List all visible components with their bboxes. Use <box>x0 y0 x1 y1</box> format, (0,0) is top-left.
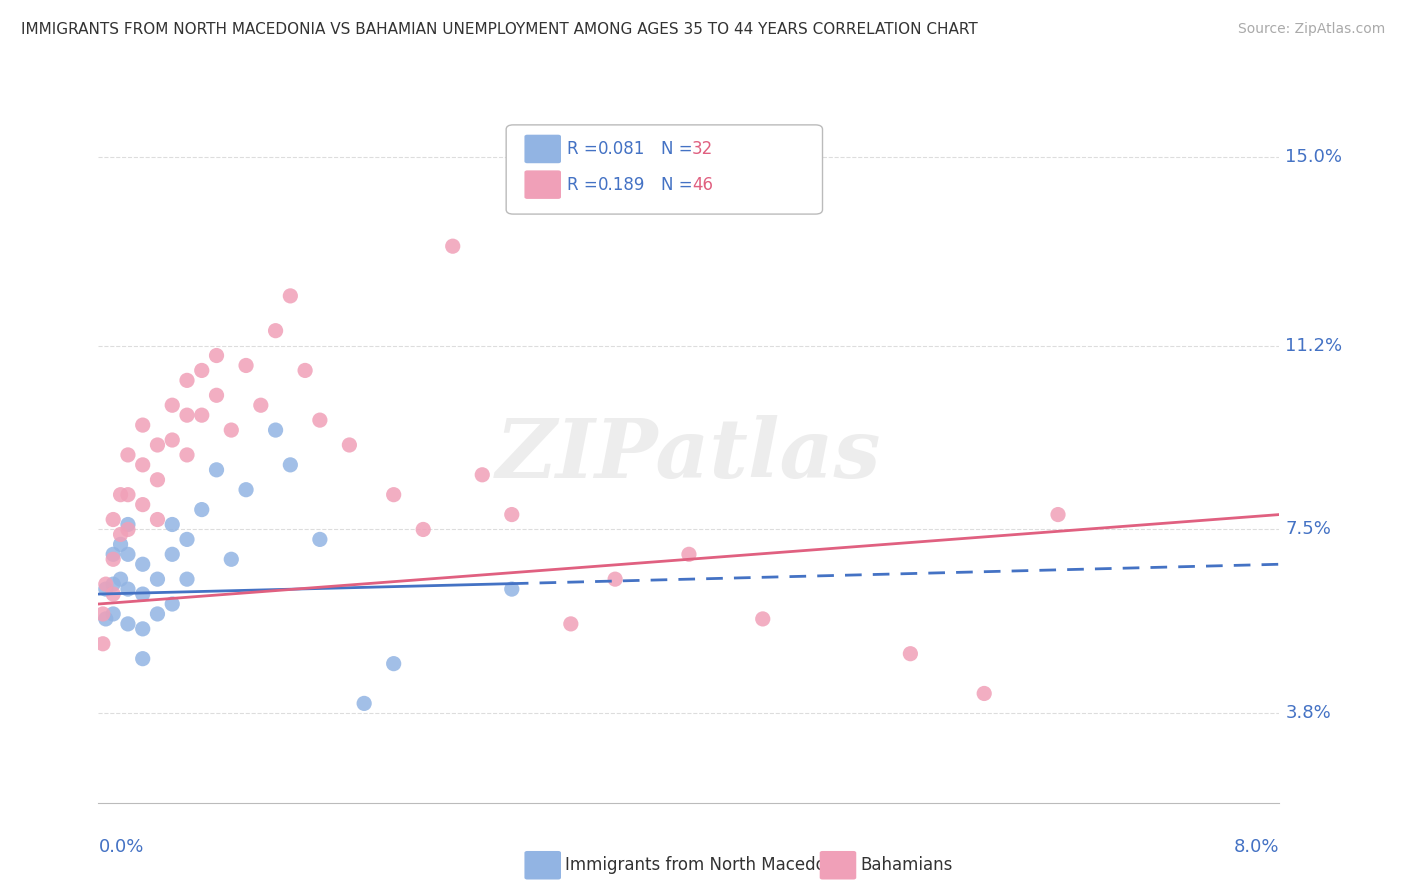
Point <box>309 533 332 547</box>
Point <box>176 448 198 462</box>
Point <box>264 324 287 338</box>
Point <box>191 408 214 422</box>
Point <box>162 597 183 611</box>
Text: 32: 32 <box>692 140 713 158</box>
Point <box>752 612 775 626</box>
Point <box>132 587 155 601</box>
Point <box>1046 508 1070 522</box>
Point <box>110 488 132 502</box>
Point <box>132 458 155 472</box>
Point <box>205 463 228 477</box>
Point <box>117 488 139 502</box>
Point <box>110 572 132 586</box>
Point <box>146 607 169 621</box>
Point <box>110 537 132 551</box>
Point <box>176 408 198 422</box>
Text: ZIPatlas: ZIPatlas <box>496 415 882 495</box>
Text: N =: N = <box>661 140 697 158</box>
Point <box>132 651 155 665</box>
Point <box>205 388 228 402</box>
Text: 0.081: 0.081 <box>598 140 645 158</box>
Text: 46: 46 <box>692 176 713 194</box>
Point <box>191 502 214 516</box>
Point <box>309 413 332 427</box>
Point <box>117 448 139 462</box>
Point <box>103 547 125 561</box>
Point <box>94 612 117 626</box>
Point <box>132 418 155 433</box>
Point <box>221 423 243 437</box>
Point <box>117 523 139 537</box>
Text: 7.5%: 7.5% <box>1285 520 1331 539</box>
Text: 0.189: 0.189 <box>598 176 645 194</box>
Point <box>235 359 257 373</box>
Text: Immigrants from North Macedonia: Immigrants from North Macedonia <box>565 856 851 874</box>
Text: 3.8%: 3.8% <box>1285 705 1331 723</box>
Text: R =: R = <box>567 140 603 158</box>
Point <box>176 533 198 547</box>
Point <box>353 697 375 711</box>
Point <box>117 582 139 596</box>
Point <box>605 572 627 586</box>
Point <box>678 547 700 561</box>
Point <box>205 349 228 363</box>
Point <box>221 552 243 566</box>
Point <box>132 558 155 572</box>
Point <box>132 622 155 636</box>
Text: 11.2%: 11.2% <box>1285 336 1343 355</box>
Point <box>501 508 523 522</box>
Point <box>162 433 183 447</box>
Point <box>117 517 139 532</box>
Point <box>146 473 169 487</box>
Point <box>162 398 183 412</box>
Point <box>91 607 114 621</box>
Point <box>103 577 125 591</box>
Point <box>250 398 273 412</box>
Point <box>501 582 523 596</box>
Point <box>191 363 214 377</box>
Text: 8.0%: 8.0% <box>1234 838 1279 855</box>
Text: N =: N = <box>661 176 697 194</box>
Point <box>103 552 125 566</box>
Point <box>117 547 139 561</box>
Point <box>146 438 169 452</box>
Point <box>110 527 132 541</box>
Point <box>280 458 302 472</box>
Point <box>235 483 257 497</box>
Point <box>382 488 405 502</box>
Point <box>471 467 494 482</box>
Text: 15.0%: 15.0% <box>1285 148 1343 166</box>
Point <box>412 523 434 537</box>
Point <box>146 512 169 526</box>
Point <box>176 373 198 387</box>
Point <box>162 517 183 532</box>
Point <box>132 498 155 512</box>
Text: Source: ZipAtlas.com: Source: ZipAtlas.com <box>1237 22 1385 37</box>
Point <box>382 657 405 671</box>
Point <box>146 572 169 586</box>
Text: R =: R = <box>567 176 603 194</box>
Point <box>560 616 582 631</box>
Point <box>103 512 125 526</box>
Point <box>94 577 117 591</box>
Point <box>176 572 198 586</box>
Point <box>973 686 995 700</box>
Point <box>280 289 302 303</box>
Point <box>117 616 139 631</box>
Text: 0.0%: 0.0% <box>98 838 143 855</box>
Text: Bahamians: Bahamians <box>860 856 953 874</box>
Point <box>94 582 117 596</box>
Point <box>103 607 125 621</box>
Point <box>900 647 922 661</box>
Point <box>162 547 183 561</box>
Point <box>339 438 361 452</box>
Text: IMMIGRANTS FROM NORTH MACEDONIA VS BAHAMIAN UNEMPLOYMENT AMONG AGES 35 TO 44 YEA: IMMIGRANTS FROM NORTH MACEDONIA VS BAHAM… <box>21 22 977 37</box>
Point <box>294 363 316 377</box>
Point <box>441 239 464 253</box>
Point <box>264 423 287 437</box>
Point <box>91 637 114 651</box>
Point <box>103 587 125 601</box>
